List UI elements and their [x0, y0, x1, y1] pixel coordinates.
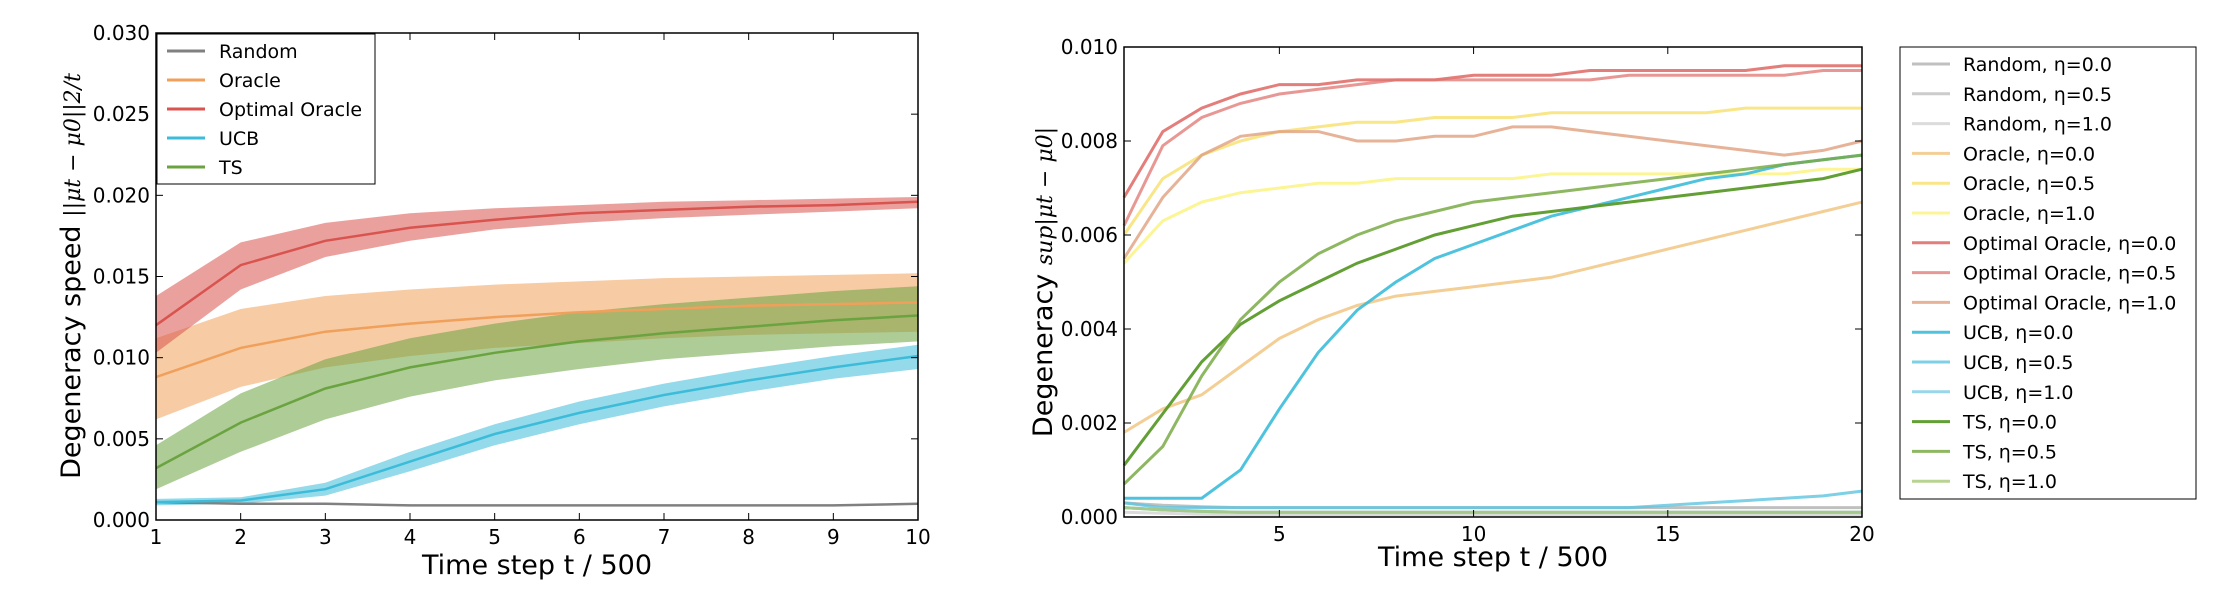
right-legend-label-oracle-eta-1-0: Oracle, η=1.0	[1963, 203, 2095, 225]
right-line-optimal-oracle-eta-0-5	[1122, 69, 1862, 227]
right-y-tick-label: 0.008	[1061, 129, 1118, 153]
right-y-ticks: 0.000 0.002 0.004 0.006 0.008 0.010	[1061, 35, 1862, 529]
left-legend-label-ts: TS	[218, 157, 243, 179]
left-band-ts	[156, 286, 918, 490]
right-line-ucb-eta-0-0	[1124, 153, 1863, 500]
left-x-tick-label: 3	[319, 525, 332, 549]
left-legend-label-oracle: Oracle	[219, 70, 281, 92]
left-y-ticks: 0.000 0.005 0.010 0.015 0.020 0.025 0.030	[93, 21, 918, 532]
right-line-ts-eta-1-0	[1123, 506, 1862, 514]
left-line-oracle	[155, 301, 919, 379]
left-y-tick-label: 0.015	[93, 265, 150, 289]
left-x-tick-label: 10	[905, 525, 930, 549]
right-line-optimal-oracle-eta-0-0	[1122, 64, 1862, 199]
left-line-ucb	[155, 354, 919, 504]
right-legend-label-optimal-oracle-eta-0-5: Optimal Oracle, η=0.5	[1963, 263, 2176, 285]
left-legend: Random Oracle Optimal Oracle UCB TS	[156, 33, 376, 185]
right-chart: 0.000 0.002 0.004 0.006 0.008 0.010 5 10 15 20 T…	[1028, 35, 2197, 573]
right-y-tick-label: 0.000	[1061, 505, 1118, 529]
right-line-oracle-eta-0-5	[1122, 106, 1862, 236]
right-y-axis-title-math: sup|μt − μ0|	[1033, 127, 1058, 265]
left-y-tick-label: 0.000	[93, 508, 150, 532]
right-line-ts-eta-0-0	[1122, 167, 1863, 467]
left-x-tick-label: 2	[234, 525, 247, 549]
left-y-axis-title-text: Degeneracy speed	[56, 217, 87, 479]
right-x-tick-label: 10	[1461, 522, 1486, 546]
right-legend: Random, η=0.0 Random, η=0.5 Random, η=1.0 O…	[1899, 46, 2197, 500]
right-legend-label-random-eta-0-0: Random, η=0.0	[1963, 54, 2112, 76]
right-legend-label-optimal-oracle-eta-1-0: Optimal Oracle, η=1.0	[1963, 292, 2176, 314]
right-legend-label-optimal-oracle-eta-0-0: Optimal Oracle, η=0.0	[1963, 233, 2176, 255]
right-legend-label-ts-eta-0-5: TS, η=0.5	[1962, 441, 2057, 463]
right-legend-label-ucb-eta-0-0: UCB, η=0.0	[1963, 322, 2073, 344]
right-line-oracle-eta-0-0	[1123, 200, 1863, 434]
right-line-oracle-eta-1-0	[1122, 167, 1862, 265]
right-legend-label-oracle-eta-0-5: Oracle, η=0.5	[1963, 173, 2095, 195]
left-x-ticks: 1 2 3 4 5 6 7 8 9 10	[150, 33, 931, 549]
left-x-tick-label: 4	[404, 525, 417, 549]
right-plot-frame	[1123, 46, 1863, 518]
left-x-tick-label: 1	[150, 525, 163, 549]
right-y-axis-title: Degeneracy sup|μt − μ0|	[1028, 127, 1059, 437]
right-x-ticks: 5 10 15 20	[1273, 47, 1875, 546]
right-legend-label-ts-eta-1-0: TS, η=1.0	[1962, 471, 2057, 493]
right-x-tick-label: 20	[1849, 522, 1874, 546]
left-y-axis-title-math: ||μt − μ0||2/t	[61, 73, 86, 217]
right-line-ucb-eta-0-5	[1123, 489, 1863, 510]
right-x-axis-title: Time step t / 500	[1377, 542, 1608, 573]
right-y-tick-label: 0.004	[1061, 317, 1118, 341]
left-x-tick-label: 8	[742, 525, 755, 549]
left-chart: 0.000 0.005 0.010 0.015 0.020 0.025 0.030 1 2 3 4…	[56, 21, 931, 581]
right-legend-label-ucb-eta-1-0: UCB, η=1.0	[1963, 382, 2073, 404]
right-y-tick-label: 0.006	[1061, 223, 1118, 247]
left-line-optimal-oracle	[155, 200, 919, 327]
left-y-tick-label: 0.025	[93, 102, 150, 126]
left-x-tick-label: 9	[827, 525, 840, 549]
left-y-tick-label: 0.005	[93, 427, 150, 451]
left-legend-label-optimal-oracle: Optimal Oracle	[219, 99, 362, 121]
right-x-tick-label: 5	[1273, 522, 1286, 546]
left-line-random	[155, 500, 919, 507]
right-line-ts-eta-0-5	[1122, 153, 1863, 486]
right-x-tick-label: 15	[1655, 522, 1680, 546]
left-y-tick-label: 0.020	[93, 183, 150, 207]
left-y-axis-title: Degeneracy speed ||μt − μ0||2/t	[56, 73, 87, 479]
left-x-tick-label: 5	[488, 525, 501, 549]
left-confidence-bands	[156, 197, 918, 506]
left-band-optimal-oracle	[156, 197, 918, 353]
left-x-axis-title: Time step t / 500	[421, 550, 652, 581]
right-series-lines	[1122, 64, 1863, 517]
right-legend-label-random-eta-1-0: Random, η=1.0	[1963, 114, 2112, 136]
right-legend-label-ts-eta-0-0: TS, η=0.0	[1962, 412, 2057, 434]
right-line-random-eta-1-0	[1123, 510, 1862, 517]
right-y-axis-title-text: Degeneracy	[1028, 265, 1059, 437]
left-series-lines	[155, 200, 919, 507]
right-legend-label-oracle-eta-0-0: Oracle, η=0.0	[1963, 143, 2095, 165]
left-x-tick-label: 7	[658, 525, 671, 549]
left-y-tick-label: 0.010	[93, 346, 150, 370]
right-legend-label-ucb-eta-0-5: UCB, η=0.5	[1963, 352, 2073, 374]
right-y-tick-label: 0.010	[1061, 35, 1118, 59]
right-line-optimal-oracle-eta-1-0	[1122, 125, 1863, 260]
left-x-tick-label: 6	[573, 525, 586, 549]
left-y-tick-label: 0.030	[93, 21, 150, 45]
left-line-ts	[155, 314, 919, 470]
left-legend-label-ucb: UCB	[219, 128, 259, 150]
left-legend-label-random: Random	[219, 41, 298, 63]
right-legend-label-random-eta-0-5: Random, η=0.5	[1963, 84, 2112, 106]
right-y-tick-label: 0.002	[1061, 411, 1118, 435]
